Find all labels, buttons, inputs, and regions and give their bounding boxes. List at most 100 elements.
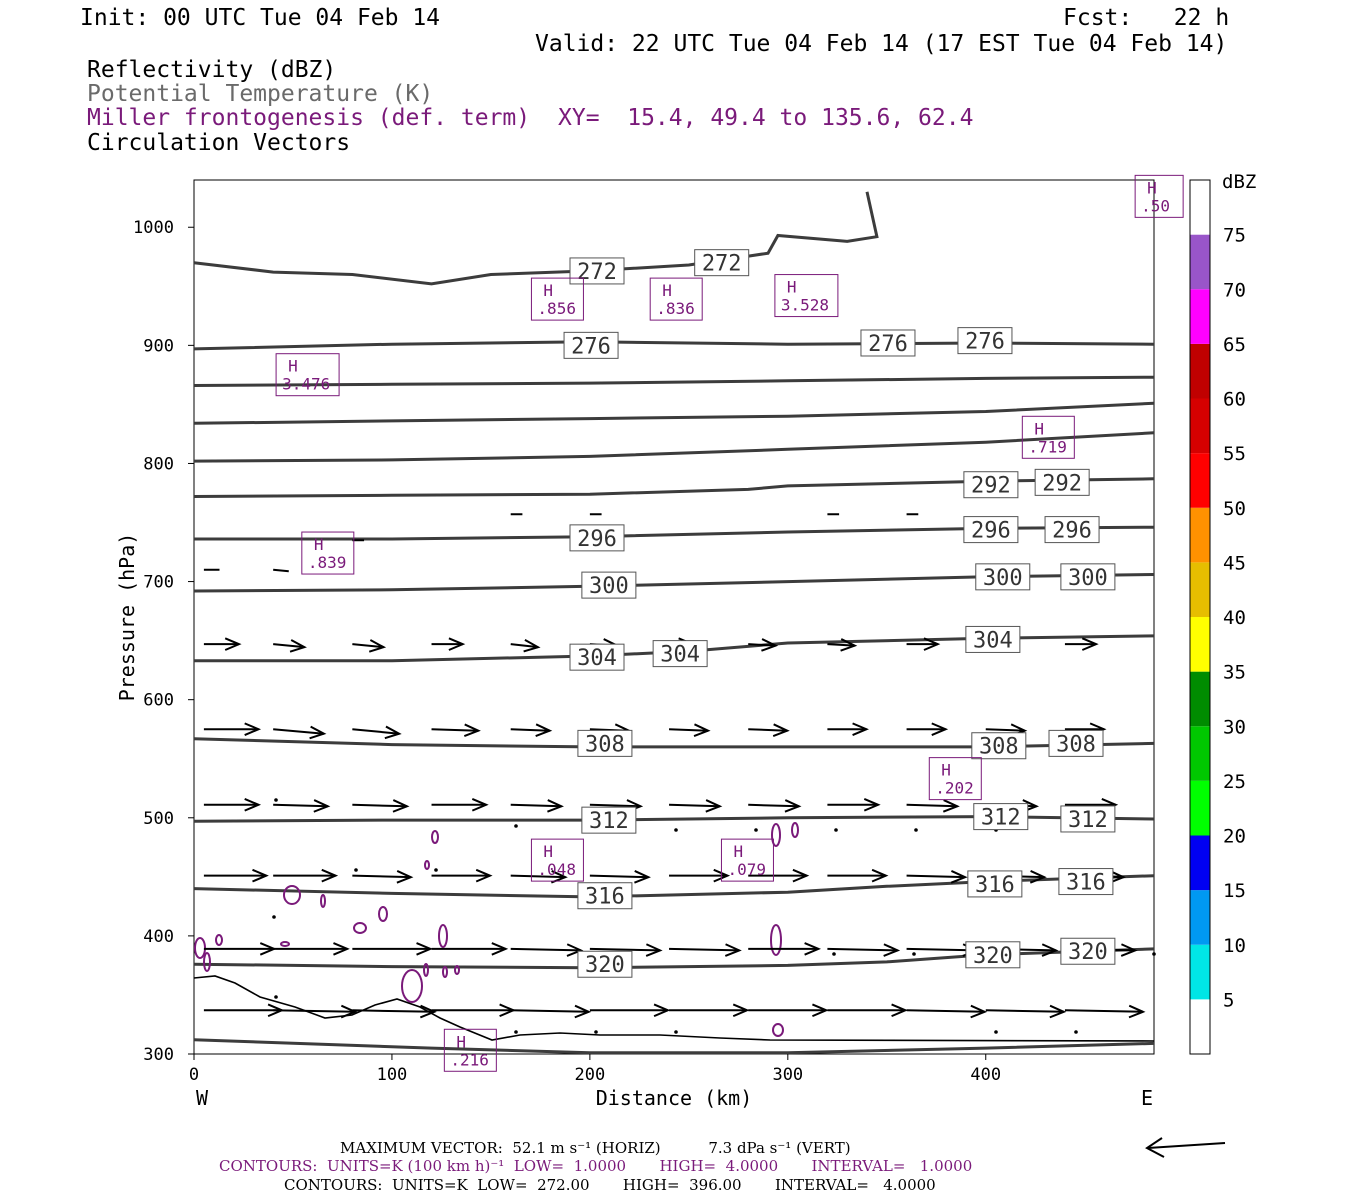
vector-arrow-head bbox=[547, 799, 564, 813]
theta-label: 320 bbox=[973, 944, 1013, 969]
vector-arrow-head bbox=[852, 722, 869, 736]
vector-dot bbox=[754, 828, 758, 832]
theta-label-box bbox=[577, 729, 633, 757]
theta-label: 296 bbox=[1052, 519, 1092, 544]
theta-label: 300 bbox=[589, 574, 629, 599]
vector-arrow-head bbox=[863, 798, 881, 812]
vector-arrow-shaft bbox=[510, 874, 566, 879]
colorbar-title: dBZ bbox=[1222, 171, 1256, 193]
vector-arrow-shaft bbox=[352, 1009, 435, 1013]
fronto-contour bbox=[215, 934, 223, 946]
vector-arrow-head bbox=[491, 942, 509, 956]
fronto-contour bbox=[320, 894, 326, 908]
vector-arrow-head bbox=[471, 798, 489, 812]
vector-arrow-shaft bbox=[669, 728, 709, 732]
vector-arrow-head bbox=[313, 799, 331, 813]
colorbar-label: 25 bbox=[1223, 771, 1246, 793]
vector-arrow-shaft bbox=[669, 803, 720, 808]
theta-label-box bbox=[1060, 805, 1116, 833]
fronto-max-box bbox=[1134, 174, 1184, 218]
vector-arrow-head bbox=[224, 637, 242, 651]
fronto-max-value: .048 bbox=[537, 860, 576, 879]
theta-label: 316 bbox=[1066, 871, 1106, 896]
colorbar-label: 65 bbox=[1223, 334, 1246, 356]
theta-contour-276 bbox=[193, 340, 1155, 351]
valid-time: Valid: 22 UTC Tue 04 Feb 14 (17 EST Tue … bbox=[535, 31, 1228, 57]
colorbar-segment bbox=[1190, 507, 1210, 563]
fronto-max-value: .719 bbox=[1028, 437, 1067, 456]
vector-arrow-shaft bbox=[589, 947, 661, 952]
vector-arrow-shaft bbox=[985, 1009, 1064, 1013]
fronto-contour bbox=[771, 823, 781, 847]
fronto-max-box bbox=[649, 277, 703, 321]
colorbar-label: 55 bbox=[1223, 443, 1246, 465]
theta-label: 320 bbox=[1068, 940, 1108, 965]
theta-label: 292 bbox=[1042, 471, 1082, 496]
x-tick-label: 0 bbox=[189, 1065, 199, 1085]
fronto-max-letter: H bbox=[543, 281, 553, 300]
vector-arrow-head bbox=[812, 1003, 829, 1018]
vector-arrow-head bbox=[475, 868, 493, 883]
vector-arrow-head bbox=[396, 870, 414, 884]
colorbar-label: 30 bbox=[1223, 716, 1246, 738]
theta-contours bbox=[193, 191, 1155, 1055]
theta-label: 276 bbox=[868, 332, 908, 357]
theta-contours-footer: CONTOURS: UNITS=K LOW= 272.00 HIGH= 396.… bbox=[284, 1176, 936, 1194]
vector-arrow-head bbox=[1029, 870, 1047, 884]
vector-dot bbox=[274, 995, 278, 999]
colorbar-segment bbox=[1190, 343, 1210, 399]
vector-dot bbox=[1074, 1030, 1078, 1034]
field-reflectivity-label: Reflectivity (dBZ) bbox=[87, 57, 337, 83]
fronto-max-box bbox=[530, 838, 584, 882]
y-tick-label: 700 bbox=[143, 573, 174, 593]
theta-label-box bbox=[563, 331, 619, 359]
vector-arrow-shaft bbox=[748, 643, 776, 647]
theta-label: 276 bbox=[965, 330, 1005, 355]
theta-label: 292 bbox=[971, 474, 1011, 499]
vector-arrow-head bbox=[653, 1003, 671, 1018]
fronto-contour bbox=[203, 952, 211, 972]
fronto-contour bbox=[401, 969, 423, 1003]
vector-arrow-shaft bbox=[352, 803, 407, 808]
vector-dot bbox=[594, 1030, 598, 1034]
colorbar-segment bbox=[1190, 289, 1210, 344]
vector-arrow-head bbox=[871, 868, 889, 883]
theta-label-box bbox=[971, 732, 1027, 760]
theta-label-box bbox=[569, 257, 625, 285]
x-tick-label: 200 bbox=[575, 1065, 606, 1085]
colorbar-frame bbox=[1189, 179, 1211, 1055]
vector-arrow-head bbox=[950, 870, 968, 884]
theta-label: 304 bbox=[577, 646, 617, 671]
fronto-max-letter: H bbox=[314, 535, 324, 554]
max-vector-footer: MAXIMUM VECTOR: 52.1 m s⁻¹ (HORIZ) 7.3 d… bbox=[340, 1139, 851, 1157]
theta-label-box bbox=[569, 643, 625, 671]
vector-arrow-head bbox=[634, 870, 651, 884]
fronto-max-value: .079 bbox=[727, 860, 766, 879]
vector-arrow-shaft bbox=[352, 728, 400, 735]
vector-arrow-head bbox=[384, 725, 402, 740]
colorbar-segment bbox=[1190, 835, 1210, 891]
vector-arrow-head bbox=[392, 799, 410, 813]
vector-arrow-head bbox=[705, 799, 723, 813]
vector-arrow-head bbox=[244, 798, 262, 812]
vector-arrow-shaft bbox=[669, 947, 740, 952]
cross-section-xy: XY= 15.4, 49.4 to 135.6, 62.4 bbox=[558, 105, 974, 131]
colorbar-segment bbox=[1190, 999, 1210, 1054]
y-tick-label: 300 bbox=[143, 1045, 174, 1065]
theta-label: 276 bbox=[571, 334, 611, 359]
theta-label: 316 bbox=[975, 873, 1015, 898]
vector-arrow-head bbox=[252, 868, 269, 883]
vector-arrow-shaft bbox=[906, 947, 977, 952]
theta-label: 300 bbox=[1068, 566, 1108, 591]
vector-arrow-shaft bbox=[906, 1009, 985, 1013]
theta-label-box bbox=[963, 516, 1019, 544]
colorbar-label: 40 bbox=[1223, 607, 1246, 629]
theta-label-box bbox=[860, 329, 916, 357]
vector-dot bbox=[434, 868, 438, 872]
theta-label-box bbox=[577, 950, 633, 978]
vector-arrow-shaft bbox=[431, 728, 479, 732]
fronto-max-letter: H bbox=[543, 842, 553, 861]
fronto-max-box bbox=[928, 757, 982, 801]
y-tick-label: 600 bbox=[143, 691, 174, 711]
colorbar-label: 75 bbox=[1223, 225, 1246, 247]
